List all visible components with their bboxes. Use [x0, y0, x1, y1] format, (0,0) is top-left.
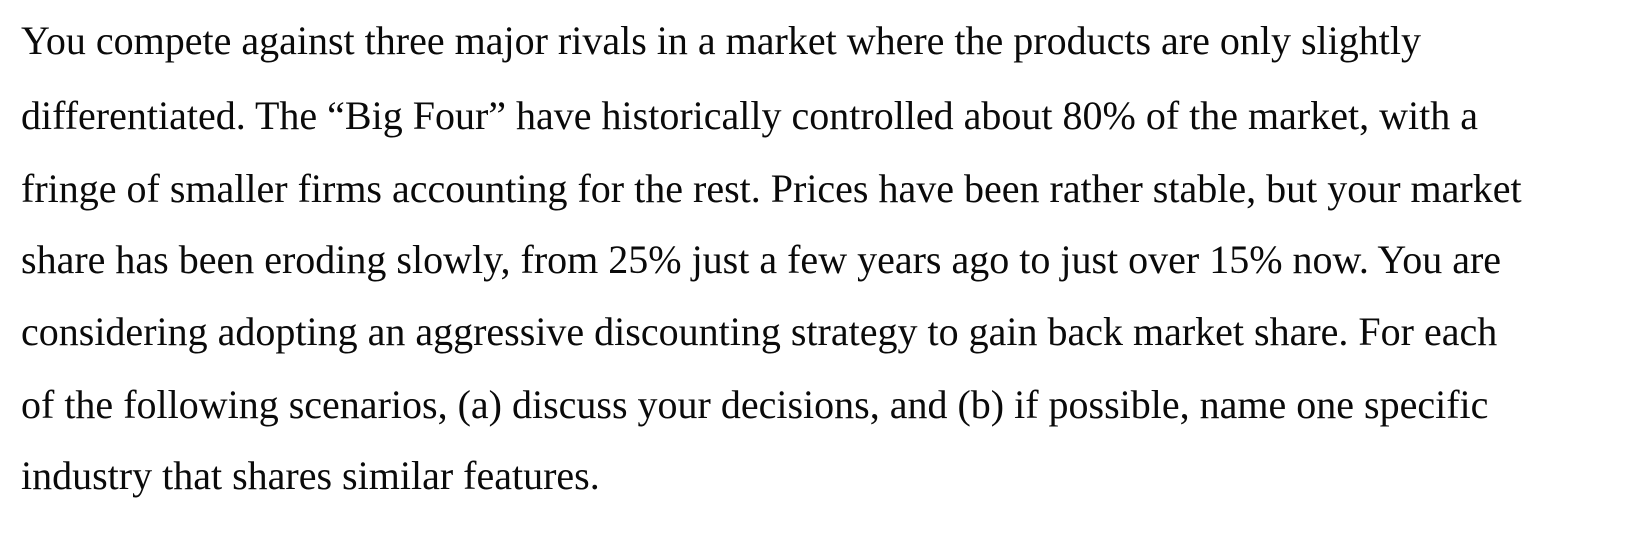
paragraph-line-5: considering adopting an aggressive disco… [21, 309, 1498, 354]
paragraph-line-3: fringe of smaller firms accounting for t… [21, 166, 1522, 211]
paragraph-line-1: You compete against three major rivals i… [21, 18, 1421, 63]
paragraph-line-4: share has been eroding slowly, from 25% … [21, 237, 1502, 282]
paragraph-line-7: industry that shares similar features. [21, 453, 600, 498]
paragraph-line-2: differentiated. The “Big Four” have hist… [21, 93, 1478, 138]
paragraph-line-6: of the following scenarios, (a) discuss … [21, 382, 1489, 427]
